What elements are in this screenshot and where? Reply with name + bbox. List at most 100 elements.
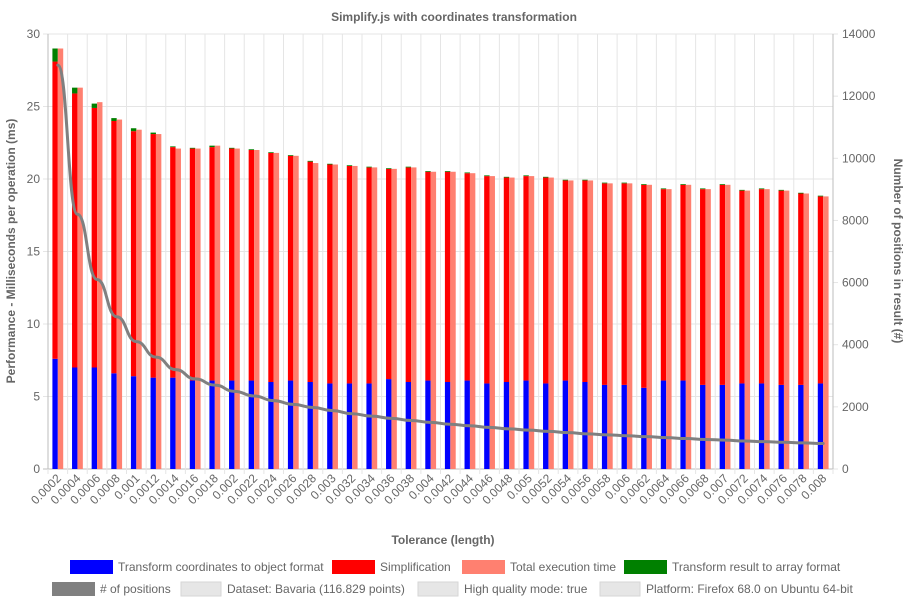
legend-swatch (52, 582, 95, 596)
y2-tick-label: 2000 (842, 400, 869, 414)
bar-array-format (386, 168, 392, 169)
bar-object-format (268, 382, 274, 469)
bar-simplification (248, 150, 255, 381)
y2-tick-label: 10000 (842, 151, 876, 165)
legend-swatch (180, 581, 222, 597)
bar-total-execution (116, 119, 123, 470)
bar-simplification (444, 171, 451, 382)
bar-total-execution (430, 171, 437, 469)
y2-tick-label: 4000 (842, 338, 869, 352)
bar-total-execution (312, 163, 319, 470)
y2-tick-label: 12000 (842, 89, 876, 103)
bar-object-format (405, 382, 412, 469)
bar-object-format (72, 367, 78, 469)
bar-object-format (817, 383, 824, 469)
bar-total-execution (469, 173, 476, 469)
bar-simplification (700, 189, 706, 385)
bar-simplification (582, 180, 588, 382)
y-tick-label: 20 (27, 172, 41, 186)
bar-simplification (758, 189, 765, 384)
bar-total-execution (293, 155, 299, 470)
bar-total-execution (254, 150, 260, 469)
legend-label: Transform coordinates to object format (118, 560, 324, 574)
legend-label: # of positions (100, 582, 171, 596)
bar-array-format (91, 103, 98, 108)
bar-simplification (621, 183, 627, 385)
bar-array-format (229, 147, 235, 149)
y-tick-label: 0 (33, 462, 40, 476)
bar-array-format (739, 189, 745, 191)
bar-simplification (719, 184, 726, 385)
bar-object-format (287, 380, 294, 469)
bar-total-execution (744, 190, 751, 469)
bar-array-format (680, 184, 686, 185)
bar-simplification (130, 131, 137, 377)
legend: Transform coordinates to object format Si… (52, 560, 853, 597)
legend-label: Transform result to array format (672, 560, 841, 574)
y2-tick-label: 14000 (842, 27, 876, 41)
bar-simplification (680, 184, 686, 381)
bar-simplification (562, 180, 569, 381)
x-axis-title: Tolerance (length) (391, 533, 494, 547)
y2-tick-label: 0 (842, 462, 849, 476)
y-tick-label: 30 (27, 27, 41, 41)
bar-total-execution (273, 152, 280, 469)
bar-simplification (817, 196, 824, 384)
legend-label: Simplification (380, 560, 451, 574)
bar-object-format (680, 380, 686, 469)
bar-total-execution (783, 190, 790, 469)
y-tick-label: 25 (27, 100, 41, 114)
bar-object-format (386, 379, 392, 469)
positions-line (56, 63, 825, 446)
bar-array-format (562, 179, 569, 181)
legend-label: Total execution time (510, 560, 616, 574)
bar-object-format (346, 383, 353, 469)
y2-tick-label: 8000 (842, 213, 869, 227)
bar-simplification (209, 147, 215, 381)
bar-total-execution (411, 167, 417, 469)
bar-array-format (758, 188, 765, 190)
bar-array-format (268, 152, 274, 153)
bar-simplification (739, 190, 745, 384)
bar-total-execution (332, 164, 338, 469)
bar-simplification (601, 183, 608, 385)
y2-axis-title: Number of positions in result (#) (891, 159, 905, 344)
bar-total-execution (450, 171, 456, 469)
bar-total-execution (371, 167, 378, 469)
bar-array-format (248, 149, 255, 150)
bar-simplification (425, 171, 431, 381)
bar-total-execution (352, 165, 358, 469)
bar-total-execution (136, 129, 142, 469)
bar-total-execution (646, 184, 652, 470)
bar-total-execution (607, 183, 613, 469)
positions-line-group (56, 63, 825, 446)
bar-array-format (52, 48, 58, 62)
legend-swatch (417, 581, 459, 597)
bar-total-execution (764, 189, 770, 469)
bar-simplification (327, 164, 333, 384)
bar-array-format (523, 175, 529, 177)
bar-object-format (91, 367, 98, 469)
bar-array-format (346, 165, 353, 166)
bar-total-execution (548, 177, 554, 470)
bar-simplification (778, 190, 784, 385)
bar-object-format (111, 373, 117, 469)
bar-simplification (798, 193, 804, 385)
bar-object-format (189, 380, 196, 469)
bar-total-execution (528, 176, 535, 469)
bar-object-format (719, 384, 726, 469)
bar-object-format (327, 383, 333, 469)
bar-total-execution (77, 87, 83, 470)
bar-simplification (52, 61, 58, 359)
bar-total-execution (195, 148, 201, 470)
bar-array-format (778, 189, 784, 191)
bar-array-format (209, 145, 215, 148)
bar-object-format (307, 382, 313, 469)
bar-array-format (111, 118, 117, 121)
legend-swatch (599, 581, 641, 597)
bar-object-format (660, 380, 667, 469)
bar-simplification (189, 148, 196, 381)
bar-total-execution (568, 180, 574, 469)
y2-tick-label: 6000 (842, 276, 869, 290)
bar-object-format (366, 383, 372, 469)
